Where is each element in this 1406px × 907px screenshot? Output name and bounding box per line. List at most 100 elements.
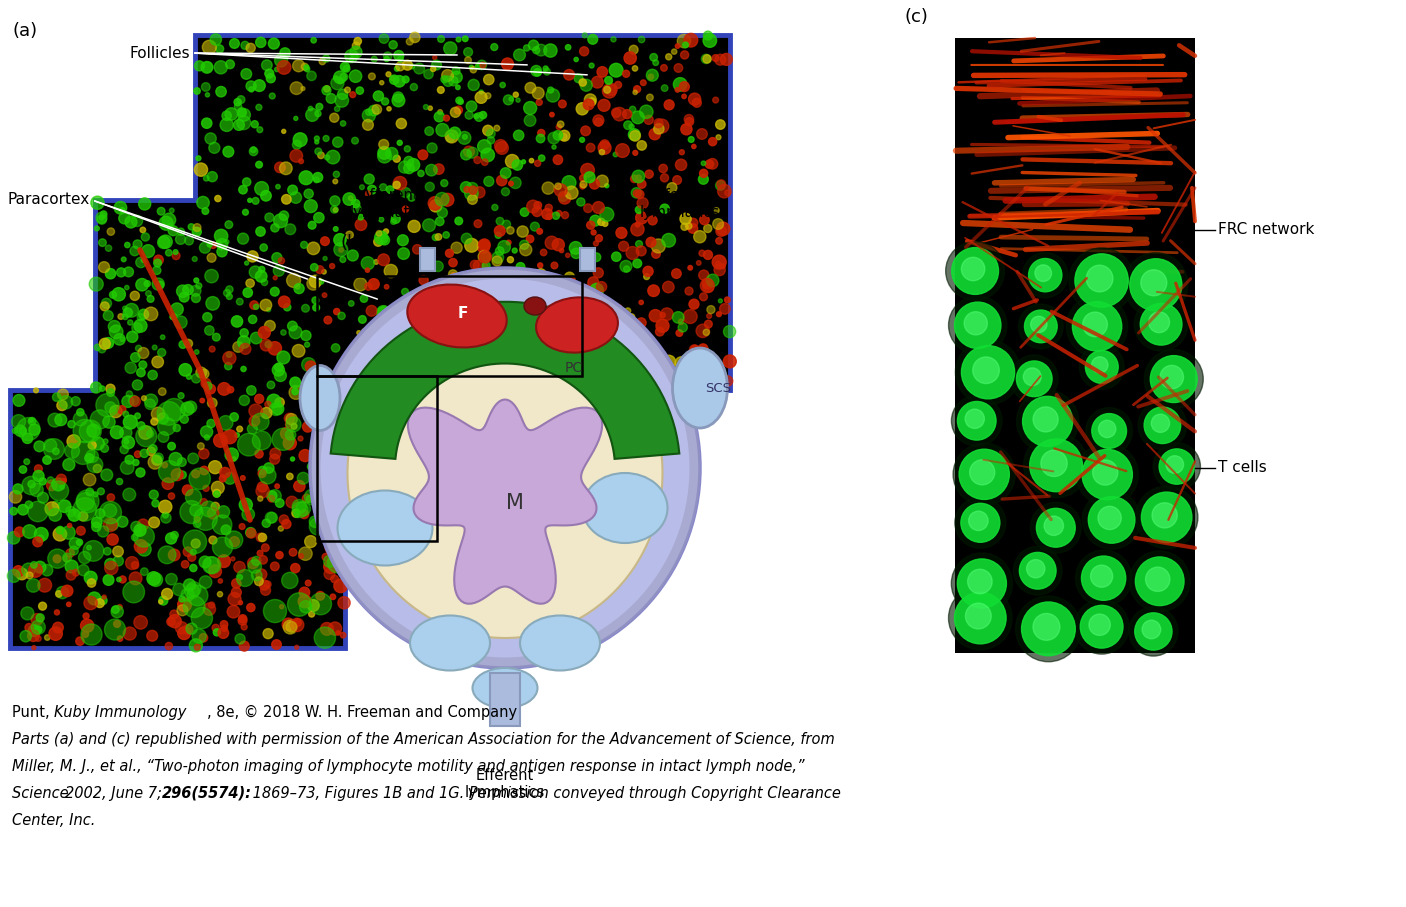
Circle shape	[696, 260, 702, 265]
Circle shape	[364, 350, 368, 355]
Circle shape	[176, 621, 187, 634]
Circle shape	[1017, 390, 1078, 453]
Circle shape	[149, 444, 157, 453]
Circle shape	[720, 304, 730, 314]
Circle shape	[553, 212, 560, 219]
Circle shape	[569, 292, 582, 305]
Circle shape	[374, 238, 382, 247]
Circle shape	[449, 127, 461, 139]
Circle shape	[204, 603, 215, 615]
Circle shape	[96, 394, 120, 416]
Circle shape	[10, 491, 21, 503]
Circle shape	[547, 87, 554, 93]
Circle shape	[48, 549, 67, 569]
Circle shape	[193, 228, 201, 237]
Circle shape	[124, 308, 132, 317]
Circle shape	[321, 385, 328, 391]
Circle shape	[125, 304, 139, 317]
Text: Kuby Immunology: Kuby Immunology	[53, 705, 187, 720]
Circle shape	[285, 224, 295, 235]
Circle shape	[294, 116, 298, 121]
Circle shape	[482, 263, 488, 269]
Circle shape	[513, 49, 526, 61]
Circle shape	[630, 45, 638, 54]
Circle shape	[87, 457, 103, 473]
Circle shape	[389, 318, 402, 332]
Circle shape	[502, 310, 513, 321]
Circle shape	[103, 574, 114, 585]
Circle shape	[188, 224, 194, 230]
Text: 296(5574):: 296(5574):	[162, 786, 252, 801]
Circle shape	[299, 171, 314, 185]
Circle shape	[315, 466, 322, 473]
Circle shape	[157, 417, 176, 435]
Circle shape	[474, 219, 482, 228]
Circle shape	[690, 346, 699, 354]
Circle shape	[1152, 502, 1177, 528]
Circle shape	[103, 310, 114, 320]
Circle shape	[105, 385, 115, 394]
Circle shape	[1040, 450, 1067, 476]
Circle shape	[425, 127, 433, 135]
Circle shape	[402, 288, 409, 296]
Circle shape	[685, 117, 693, 126]
Circle shape	[337, 365, 349, 375]
Circle shape	[308, 221, 316, 229]
Circle shape	[129, 572, 142, 585]
Circle shape	[333, 308, 340, 315]
Circle shape	[665, 54, 672, 60]
Circle shape	[335, 439, 340, 444]
Circle shape	[703, 34, 717, 47]
Circle shape	[278, 258, 284, 264]
Circle shape	[444, 371, 450, 375]
Circle shape	[380, 235, 389, 245]
Circle shape	[301, 86, 305, 91]
Circle shape	[190, 564, 197, 571]
Circle shape	[591, 215, 600, 226]
Circle shape	[209, 536, 217, 544]
Circle shape	[131, 522, 142, 532]
Circle shape	[277, 351, 290, 364]
Circle shape	[96, 212, 107, 223]
Circle shape	[84, 454, 94, 463]
Circle shape	[1092, 460, 1118, 485]
Circle shape	[311, 37, 316, 43]
Circle shape	[699, 174, 709, 184]
Circle shape	[955, 497, 1005, 549]
Circle shape	[558, 100, 567, 108]
Circle shape	[703, 224, 711, 232]
Circle shape	[378, 307, 388, 317]
Circle shape	[501, 83, 505, 88]
Circle shape	[384, 56, 389, 62]
Circle shape	[245, 261, 249, 265]
Circle shape	[124, 627, 136, 640]
Circle shape	[93, 464, 101, 473]
Circle shape	[652, 249, 661, 258]
Circle shape	[127, 391, 132, 397]
Circle shape	[610, 37, 616, 42]
Circle shape	[20, 630, 31, 642]
Circle shape	[340, 257, 346, 262]
Circle shape	[236, 116, 250, 130]
Circle shape	[302, 305, 309, 312]
Circle shape	[329, 113, 339, 122]
Circle shape	[209, 346, 215, 352]
Circle shape	[588, 34, 598, 44]
Circle shape	[560, 377, 572, 390]
Circle shape	[488, 338, 499, 350]
Circle shape	[39, 478, 46, 485]
Circle shape	[252, 431, 271, 450]
Circle shape	[389, 41, 398, 49]
Circle shape	[276, 398, 284, 407]
Circle shape	[305, 342, 309, 347]
Circle shape	[7, 570, 20, 582]
Circle shape	[322, 553, 329, 561]
Circle shape	[612, 252, 621, 261]
Circle shape	[290, 191, 301, 203]
Circle shape	[319, 279, 323, 284]
Circle shape	[157, 237, 170, 249]
Circle shape	[111, 606, 124, 618]
Circle shape	[314, 177, 319, 183]
Circle shape	[366, 109, 371, 115]
Circle shape	[626, 247, 638, 259]
